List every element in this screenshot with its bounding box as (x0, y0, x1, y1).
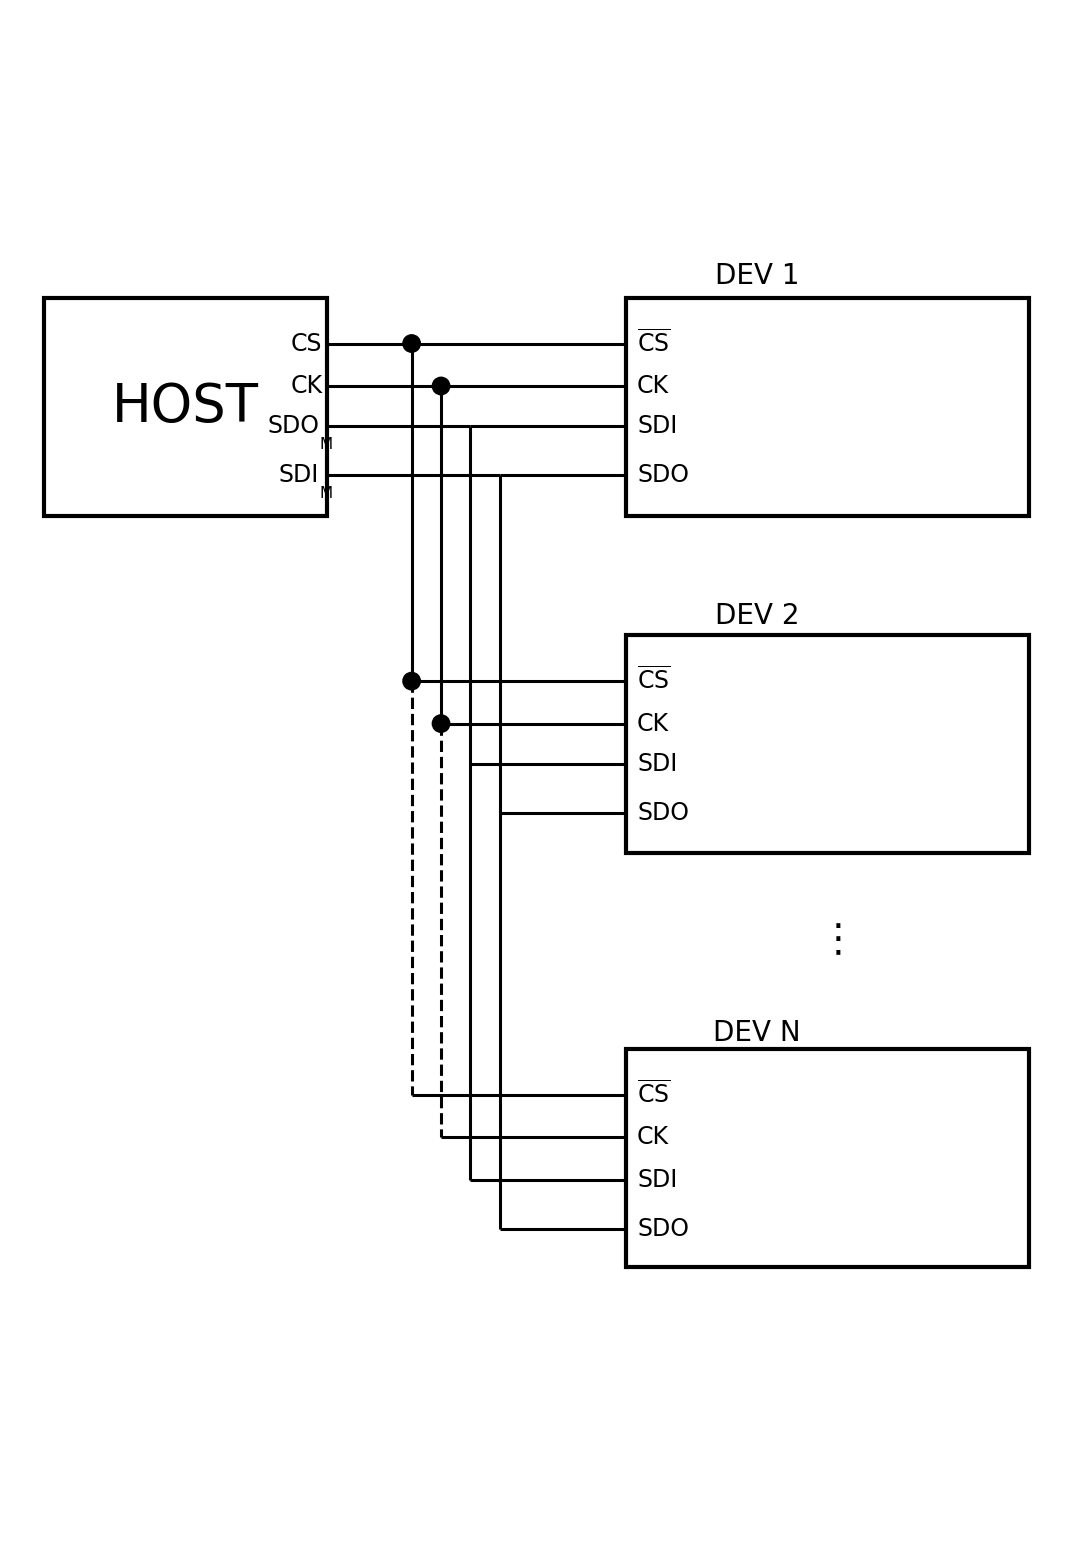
Text: $\overline{\mathrm{CS}}$: $\overline{\mathrm{CS}}$ (637, 668, 671, 694)
Circle shape (403, 335, 420, 352)
Text: DEV 2: DEV 2 (714, 602, 799, 630)
Bar (626, 636, 1029, 853)
Text: M: M (319, 486, 332, 501)
Text: SDO: SDO (637, 1217, 689, 1241)
Text: $\overline{\mathrm{CS}}$: $\overline{\mathrm{CS}}$ (637, 1082, 671, 1108)
Text: CS: CS (291, 332, 322, 355)
Text: $\overline{\mathrm{CS}}$: $\overline{\mathrm{CS}}$ (637, 330, 671, 356)
Text: ⋮: ⋮ (819, 921, 858, 960)
Text: SDO: SDO (267, 414, 319, 438)
Text: DEV 1: DEV 1 (714, 262, 799, 290)
Text: SDI: SDI (279, 463, 319, 488)
Text: CK: CK (291, 373, 322, 398)
Text: M: M (319, 437, 332, 452)
Bar (626, 298, 1029, 515)
Bar (44, 298, 327, 515)
Text: HOST: HOST (112, 381, 258, 432)
Text: CK: CK (637, 373, 669, 398)
Circle shape (403, 673, 420, 690)
Circle shape (432, 714, 450, 733)
Text: SDO: SDO (637, 801, 689, 826)
Text: DEV N: DEV N (713, 1018, 800, 1046)
Text: SDI: SDI (637, 1168, 677, 1191)
Text: CK: CK (637, 1125, 669, 1150)
Text: CK: CK (637, 711, 669, 736)
Circle shape (432, 378, 450, 395)
Text: SDO: SDO (637, 463, 689, 488)
Text: SDI: SDI (637, 751, 677, 776)
Text: SDI: SDI (637, 414, 677, 438)
Bar (626, 1049, 1029, 1267)
